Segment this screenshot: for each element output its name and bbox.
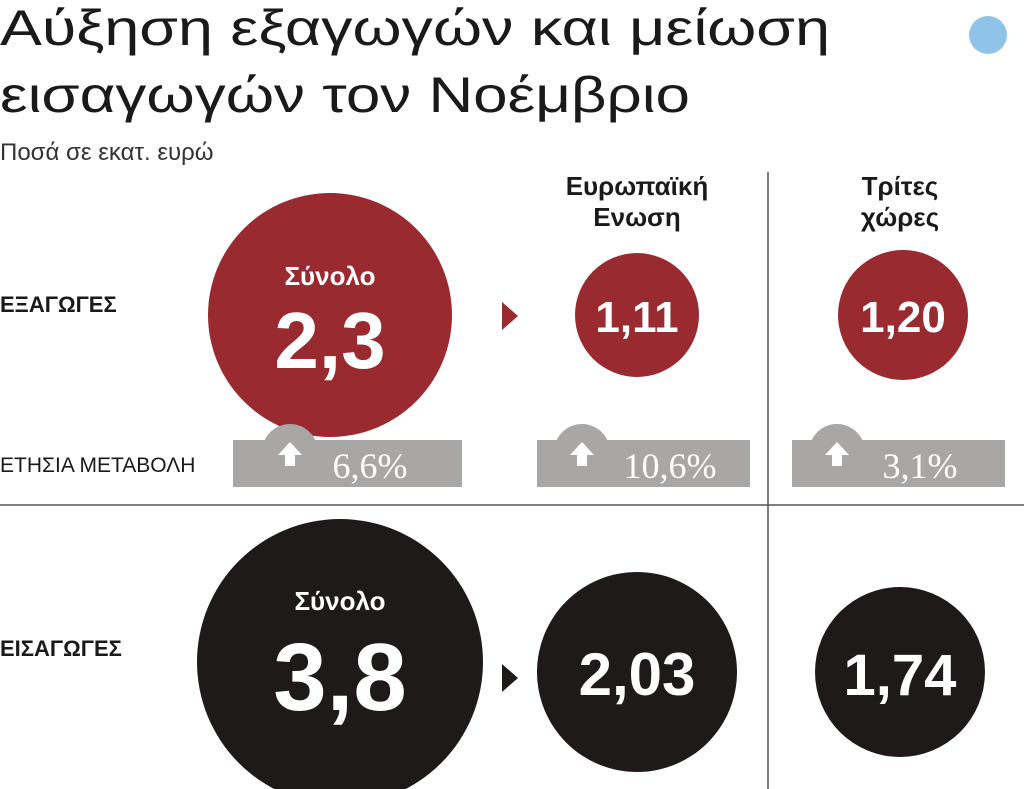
value: 1,74 <box>844 643 957 708</box>
change-box: 3,1% <box>792 424 1005 487</box>
value-circle <box>537 572 737 772</box>
total-circle <box>208 193 452 437</box>
value-circle <box>838 250 968 380</box>
arrow <box>502 302 518 330</box>
column-header: χώρες <box>861 202 939 232</box>
total-value: 2,3 <box>274 296 385 385</box>
value-circle <box>815 587 985 757</box>
change-value: 3,1% <box>883 446 958 486</box>
total-circle <box>197 519 483 789</box>
column-header: Ευρωπαϊκή <box>566 171 709 201</box>
title: εισαγωγών τον Νοέμβριο <box>0 67 690 123</box>
total-label: Σύνολο <box>284 261 375 291</box>
column-header: Ενωση <box>593 202 680 232</box>
change-label: ΕΤΗΣΙΑ ΜΕΤΑΒΟΛΗ <box>0 454 195 477</box>
logo <box>969 16 1007 54</box>
value: 2,03 <box>579 641 696 708</box>
change-box: 6,6% <box>233 424 462 487</box>
title: Αύξηση εξαγωγών και μείωση <box>0 0 830 56</box>
value: 1,20 <box>860 293 946 342</box>
total-label: Σύνολο <box>294 586 385 616</box>
row-label: ΕΞΑΓΩΓΕΣ <box>0 292 117 317</box>
change-value: 6,6% <box>333 446 408 486</box>
arrow <box>502 664 518 692</box>
value: 1,11 <box>595 293 678 342</box>
change-box: 10,6% <box>537 424 750 487</box>
subtitle: Ποσά σε εκατ. ευρώ <box>0 139 214 166</box>
total-value: 3,8 <box>273 624 406 731</box>
change-value: 10,6% <box>624 446 717 486</box>
value-circle <box>575 253 699 377</box>
column-header: Τρίτες <box>862 171 939 201</box>
row-label: ΕΙΣΑΓΩΓΕΣ <box>0 636 122 661</box>
